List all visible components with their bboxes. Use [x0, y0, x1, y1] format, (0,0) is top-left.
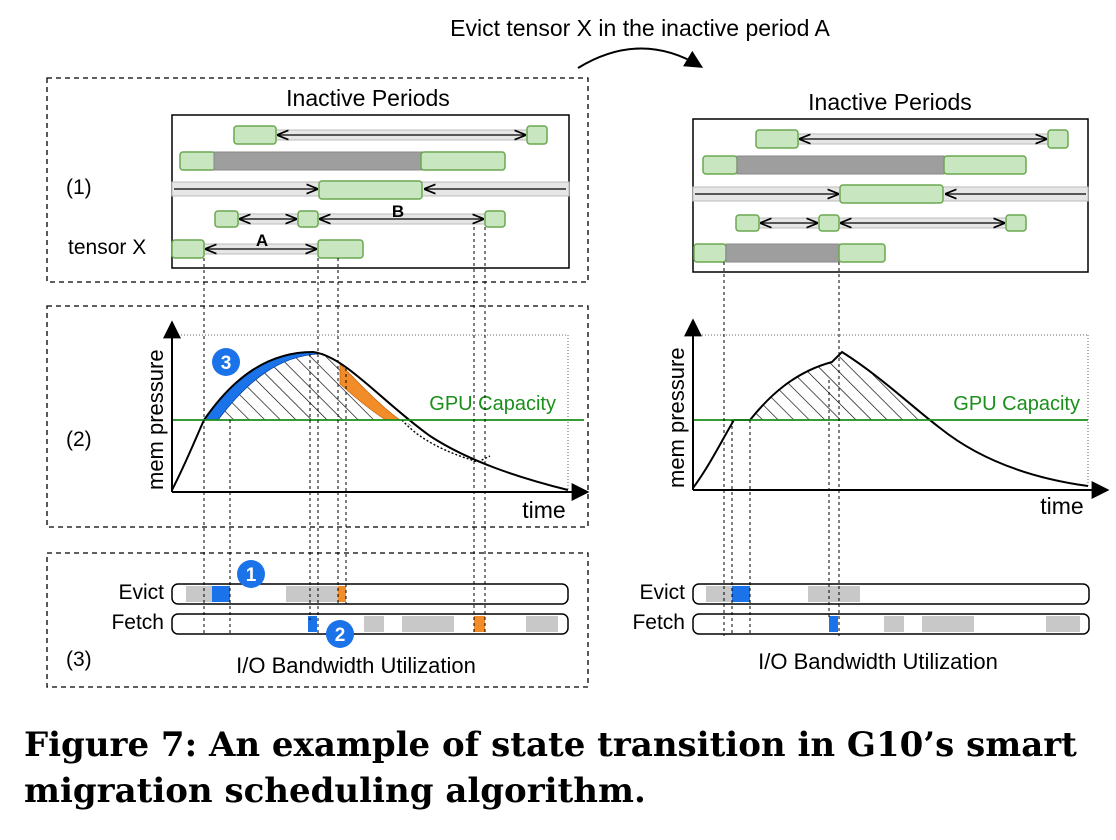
row-label-1: (1)	[66, 176, 92, 199]
right-tensor-row-5	[693, 243, 886, 263]
badge-3: 3	[212, 348, 240, 376]
badge-2: 2	[326, 620, 354, 648]
right-io-title: I/O Bandwidth Utilization	[758, 649, 998, 674]
right-ylabel: mem pressure	[664, 347, 689, 488]
row-label-2: (2)	[66, 428, 92, 451]
right-tensor-row-2	[702, 155, 1027, 175]
left-fetch-bar	[171, 613, 569, 635]
left-ylabel: mem pressure	[143, 349, 168, 490]
left-panel1-frame	[46, 77, 589, 283]
left-xlabel: time	[522, 497, 565, 523]
left-tensor-row-1	[233, 125, 548, 145]
top-note: Evict tensor X in the inactive period A	[450, 15, 830, 41]
left-tensor-row-4	[214, 210, 506, 228]
transition-arrow	[577, 47, 704, 69]
right-fetch-label: Fetch	[632, 611, 685, 634]
left-inactive-periods-title: Inactive Periods	[286, 85, 450, 111]
svg-text:3: 3	[221, 353, 232, 374]
svg-text:2: 2	[335, 625, 346, 646]
tensor-x-label: tensor X	[68, 236, 146, 259]
period-b-label: B	[392, 202, 404, 221]
figure: Evict tensor X in the inactive period A …	[46, 15, 1110, 688]
right-tensor-row-3	[692, 184, 1089, 204]
left-capacity-label: GPU Capacity	[429, 393, 556, 415]
right-evict-label: Evict	[639, 581, 685, 604]
left-guide-lines	[203, 227, 486, 636]
row-label-3: (3)	[66, 648, 92, 671]
svg-text:1: 1	[246, 565, 257, 586]
right-xlabel: time	[1040, 493, 1083, 519]
left-tensor-row-5	[171, 239, 364, 259]
left-fetch-label: Fetch	[111, 611, 164, 634]
period-a-label: A	[256, 231, 268, 250]
left-tensor-row-3	[171, 180, 570, 200]
right-tensor-row-4	[735, 214, 1027, 232]
right-evict-bar	[692, 583, 1090, 605]
right-fetch-bar	[692, 613, 1090, 635]
right-inactive-periods-title: Inactive Periods	[808, 89, 972, 115]
right-mem-chart	[684, 318, 1110, 499]
left-evict-bar	[171, 583, 569, 605]
right-capacity-label: GPU Capacity	[953, 393, 1080, 415]
left-mem-chart	[163, 320, 590, 501]
right-tensor-row-1	[755, 129, 1069, 149]
right-guide-lines	[723, 262, 840, 636]
badge-1: 1	[237, 560, 265, 588]
figure-caption: Figure 7: An example of state transition…	[24, 725, 1077, 811]
left-tensor-row-2	[179, 151, 506, 171]
left-io-title: I/O Bandwidth Utilization	[236, 653, 476, 678]
left-evict-label: Evict	[118, 581, 164, 604]
